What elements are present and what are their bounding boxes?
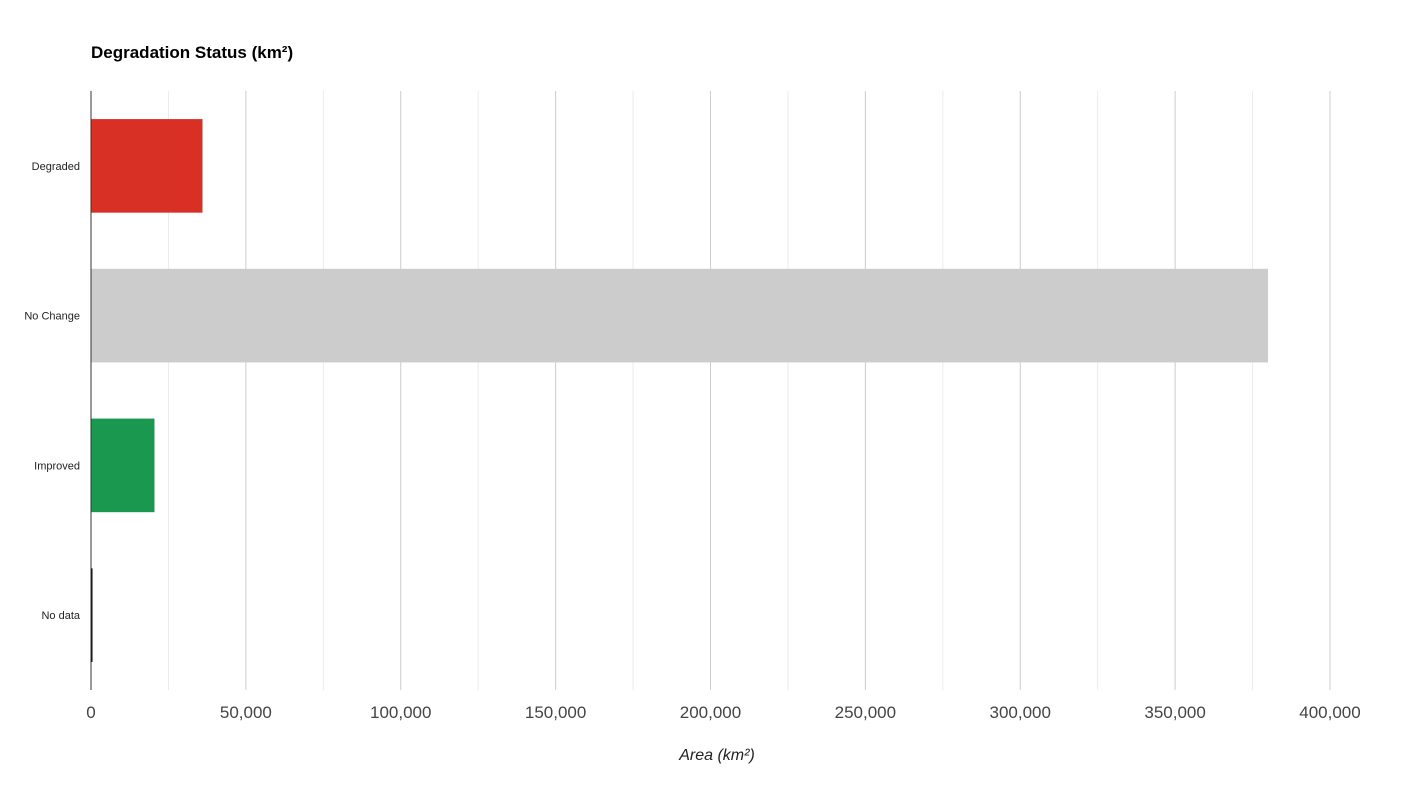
bars bbox=[91, 119, 1269, 662]
x-tick-labels: 0 50,000 100,000 150,000 200,000 250,000 300,0… bbox=[86, 703, 1360, 722]
bar-no-data bbox=[91, 568, 93, 662]
bar-degraded bbox=[91, 119, 203, 213]
x-axis-title: Area (km²) bbox=[678, 747, 755, 764]
x-tick-label: 50,000 bbox=[220, 703, 272, 722]
gridlines bbox=[167, 91, 1331, 690]
x-tick-label: 400,000 bbox=[1299, 703, 1360, 722]
category-labels: Degraded No Change Improved No data bbox=[24, 161, 81, 622]
category-label: No data bbox=[41, 610, 80, 622]
bar-no-change bbox=[91, 268, 1269, 363]
bar-improved bbox=[91, 418, 155, 513]
x-tick-label: 250,000 bbox=[835, 703, 896, 722]
x-tick-label: 0 bbox=[86, 703, 95, 722]
chart-title: Degradation Status (km²) bbox=[91, 43, 293, 62]
x-tick-label: 100,000 bbox=[370, 703, 431, 722]
category-label: Degraded bbox=[32, 161, 80, 173]
x-tick-label: 300,000 bbox=[990, 703, 1051, 722]
x-tick-label: 150,000 bbox=[525, 703, 586, 722]
category-label: No Change bbox=[24, 311, 80, 323]
x-tick-label: 200,000 bbox=[680, 703, 741, 722]
x-tick-label: 350,000 bbox=[1144, 703, 1205, 722]
category-label: Improved bbox=[34, 460, 80, 472]
